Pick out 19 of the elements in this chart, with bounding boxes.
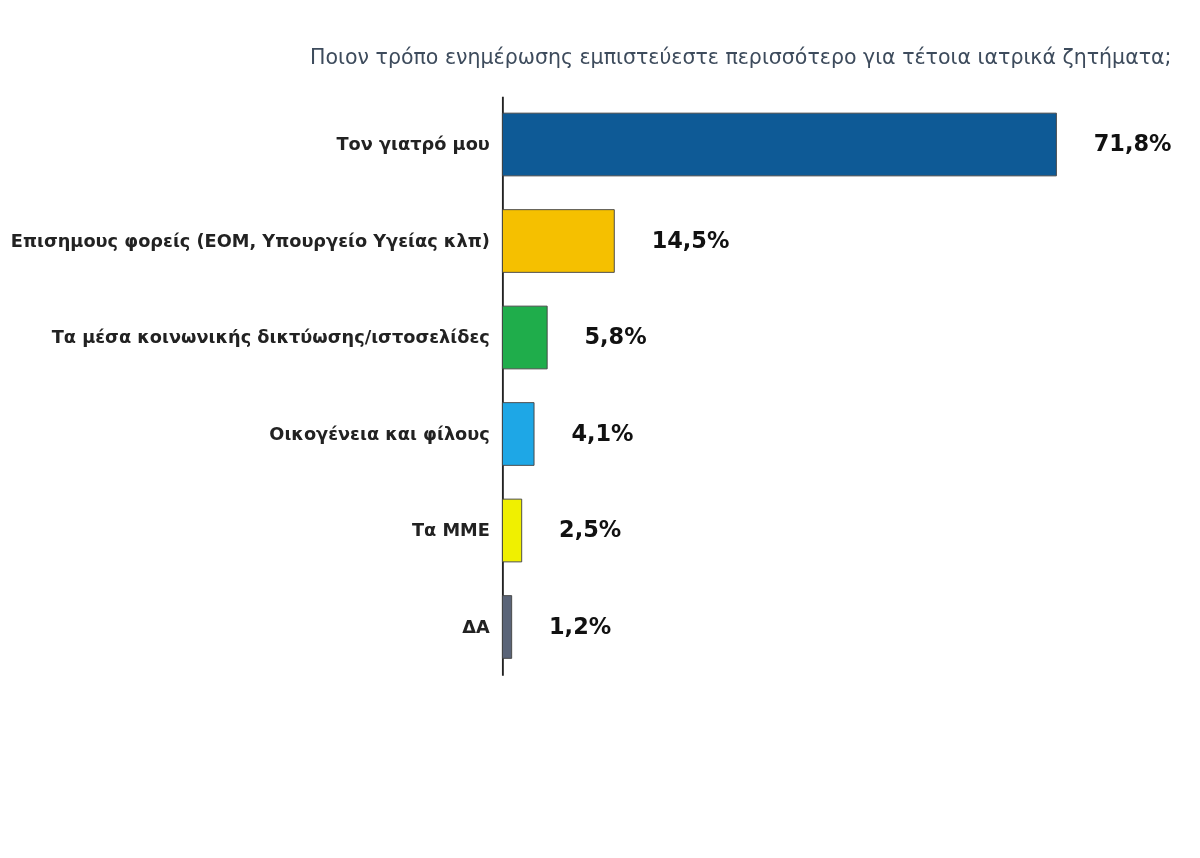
bar (501, 595, 513, 659)
chart-title: Ποιον τρόπο ενημέρωσης εμπιστεύεστε περισσότερο για τέτοια ιατρικά ζητήματα; (310, 44, 1172, 69)
y-tick-label: Τα ΜΜΕ (411, 520, 490, 541)
data-label: 2,5% (559, 516, 622, 543)
bar (501, 305, 548, 370)
data-label: 14,5% (651, 226, 730, 253)
data-label: 1,2% (549, 612, 612, 639)
bar (501, 402, 535, 466)
bar (501, 209, 615, 273)
y-tick-label: ΔΑ (462, 616, 491, 637)
y-tick-label: Τα μέσα κοινωνικής δικτύωσης/ιστοσελίδες (51, 327, 490, 348)
data-label: 4,1% (571, 419, 634, 446)
data-label: 71,8% (1093, 130, 1172, 157)
y-tick-label: Επισημους φορείς (ΕΟΜ, Υπουργείο Υγείας κλπ) (10, 230, 490, 251)
y-tick-label: Οικογένεια και φίλους (269, 423, 490, 444)
bar (501, 112, 1057, 177)
data-label: 5,8% (584, 323, 647, 350)
bar (501, 498, 523, 563)
y-tick-label: Τον γιατρό μου (336, 134, 490, 155)
